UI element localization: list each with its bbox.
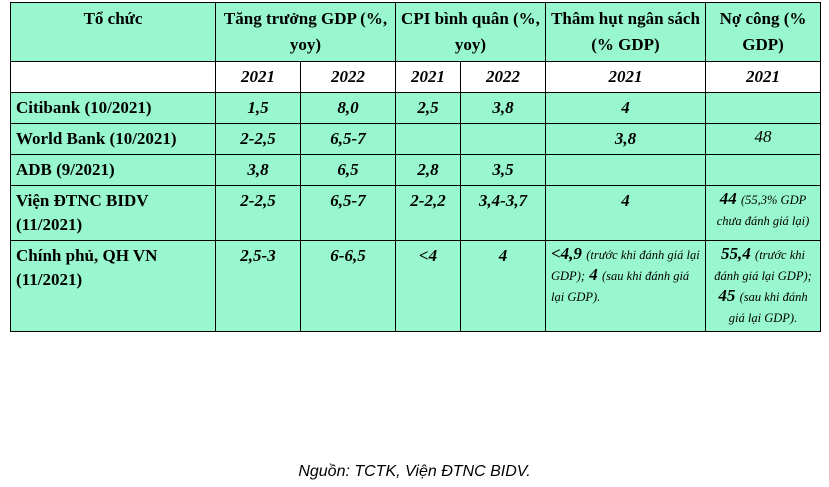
value: 4 [589,265,598,284]
year-cell: 2022 [460,61,546,93]
value-cell: 8,0 [300,92,396,124]
note: (trước khi đánh giá lại GDP); [714,248,812,283]
value: 45 [718,286,736,305]
value-cell: 6,5-7 [300,185,396,241]
empty-cell [460,123,546,155]
year-cell: 2021 [215,61,301,93]
note: 48 [754,127,772,146]
value-cell: 3,8 [460,92,546,124]
data-row: Citibank (10/2021) 1,5 8,0 2,5 3,8 4 [10,92,821,124]
year-cell [10,61,216,93]
header-row: Tổ chức Tăng trưởng GDP (%, yoy) CPI bình … [10,2,821,62]
rich-cell: 48 [705,123,821,155]
header-cell: CPI bình quân (%, yoy) [395,2,546,62]
year-cell: 2021 [545,61,706,93]
rich-cell: <4,9 (trước khi đánh giá lại GDP); 4 (sa… [545,240,706,332]
rich-cell: 55,4 (trước khi đánh giá lại GDP); 45 (s… [705,240,821,332]
org-name: World Bank (10/2021) [10,123,216,155]
value-cell: 2,8 [395,154,461,186]
empty-cell [705,92,821,124]
year-row: 2021 2022 2021 2022 2021 2021 [10,61,821,93]
value-cell: 1,5 [215,92,301,124]
value: 55,4 [721,244,751,263]
org-name: Viện ĐTNC BIDV (11/2021) [10,185,216,241]
value-cell: 2-2,5 [215,123,301,155]
year-cell: 2022 [300,61,396,93]
data-row: Viện ĐTNC BIDV (11/2021) 2-2,5 6,5-7 2-2,2 3… [10,185,821,241]
note: (55,3% GDP chưa đánh giá lại) [716,193,810,228]
value: <4,9 [551,244,582,263]
data-row: Chính phủ, QH VN (11/2021) 2,5-3 6-6,5 <4 4 <… [10,240,821,332]
value-cell: 2,5 [395,92,461,124]
org-name: ADB (9/2021) [10,154,216,186]
empty-cell [395,123,461,155]
value-cell: 3,5 [460,154,546,186]
value-cell: 3,4-3,7 [460,185,546,241]
value-cell: 2,5-3 [215,240,301,332]
source-note: Nguồn: TCTK, Viện ĐTNC BIDV. [298,463,531,480]
year-cell: 2021 [395,61,461,93]
note: (sau khi đánh giá lại GDP). [728,290,808,325]
value-cell: 3,8 [215,154,301,186]
header-cell: Tổ chức [10,2,216,62]
value-cell: 2-2,2 [395,185,461,241]
value-cell: <4 [395,240,461,332]
value-cell: 2-2,5 [215,185,301,241]
year-cell: 2021 [705,61,821,93]
value-cell: 3,8 [545,123,706,155]
org-name: Citibank (10/2021) [10,92,216,124]
header-cell: Tăng trưởng GDP (%, yoy) [215,2,396,62]
value-cell: 4 [545,92,706,124]
note: (sau khi đánh giá lại GDP). [551,269,690,304]
forecast-table: Tổ chức Tăng trưởng GDP (%, yoy) CPI bình … [10,2,821,332]
header-cell: Thâm hụt ngân sách (% GDP) [545,2,706,62]
value-cell: 6,5 [300,154,396,186]
header-cell: Nợ công (% GDP) [705,2,821,62]
value-cell: 6-6,5 [300,240,396,332]
data-row: ADB (9/2021) 3,8 6,5 2,8 3,5 [10,154,821,186]
value: 44 [719,189,737,208]
value-cell: 4 [460,240,546,332]
value-cell: 6,5-7 [300,123,396,155]
empty-cell [545,154,706,186]
org-name: Chính phủ, QH VN (11/2021) [10,240,216,332]
empty-cell [705,154,821,186]
data-row: World Bank (10/2021) 2-2,5 6,5-7 3,8 48 [10,123,821,155]
rich-cell: 44 (55,3% GDP chưa đánh giá lại) [705,185,821,241]
note: (trước khi đánh giá lại GDP); [551,248,700,283]
value-cell: 4 [545,185,706,241]
